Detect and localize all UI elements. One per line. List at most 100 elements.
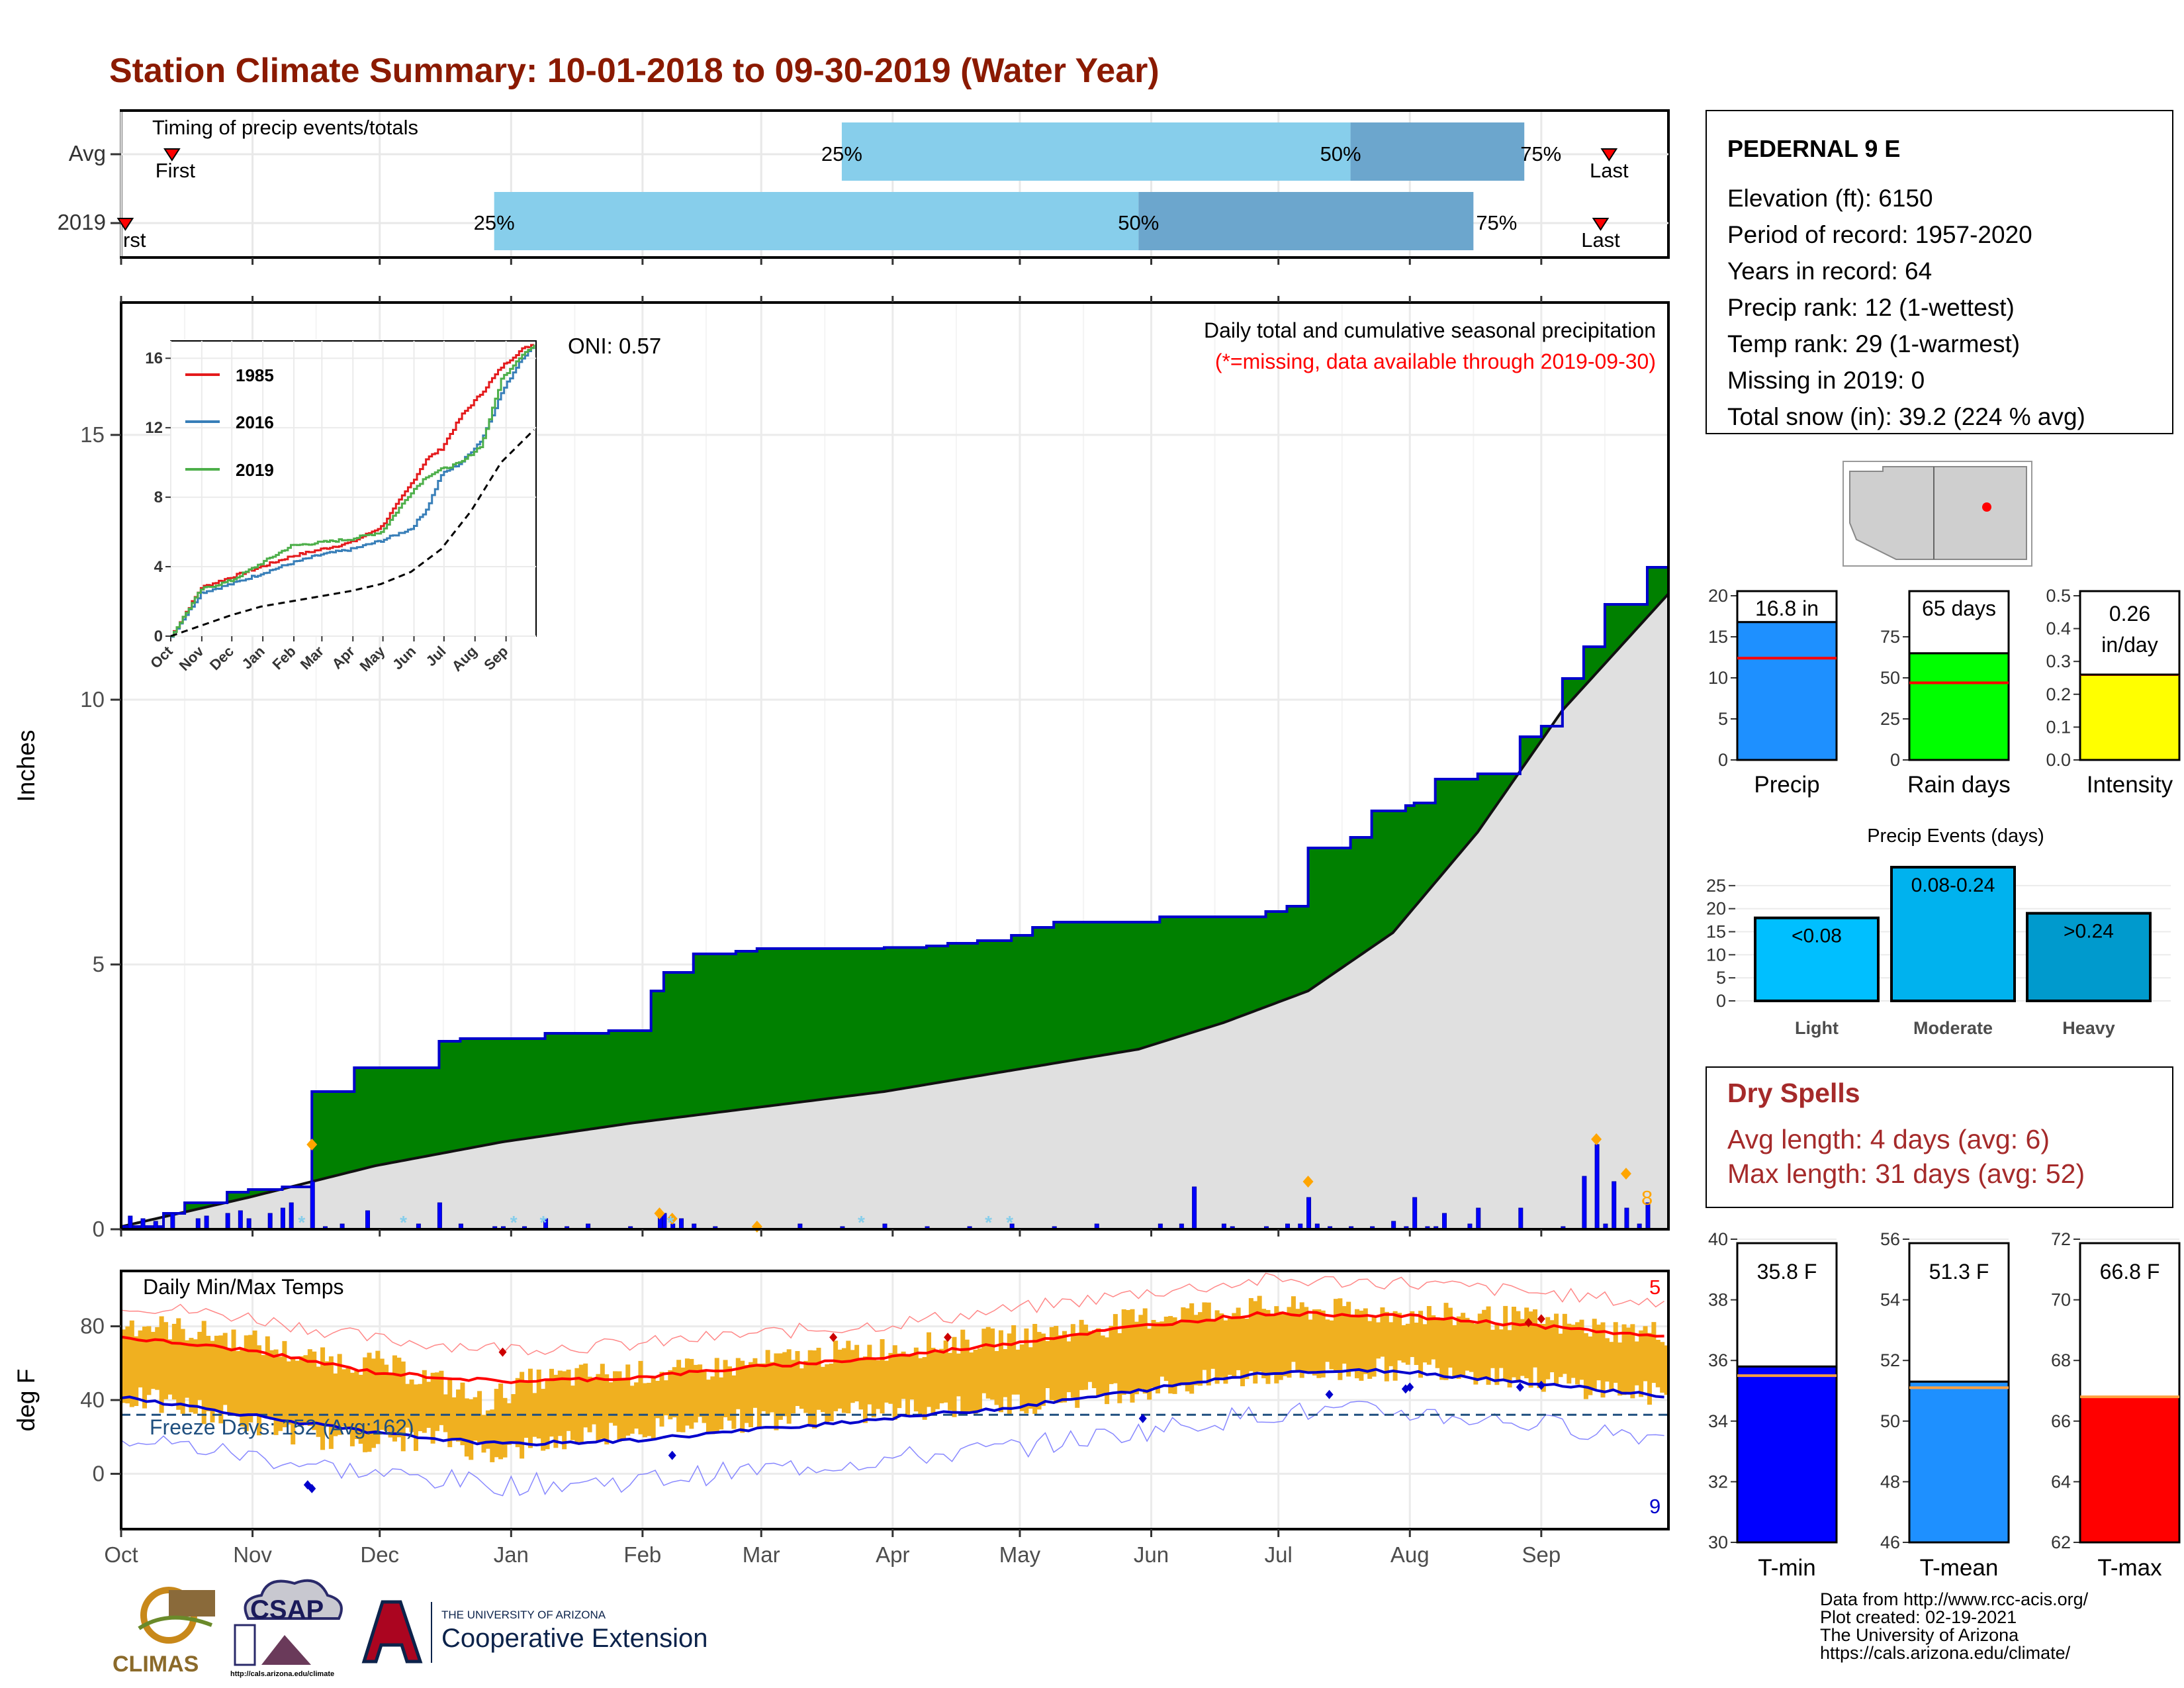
location-map bbox=[1843, 461, 2032, 567]
daily-temp-bar bbox=[629, 1385, 635, 1434]
summary-ytick-label: 0.4 bbox=[2046, 619, 2071, 639]
daily-temp-bar bbox=[1401, 1325, 1406, 1363]
daily-temp-bar bbox=[774, 1353, 779, 1430]
daily-temp-bar bbox=[846, 1340, 851, 1414]
daily-temp-bar bbox=[1613, 1322, 1618, 1383]
temp-ytick-label: 40 bbox=[80, 1387, 105, 1412]
daily-temp-bar bbox=[502, 1397, 508, 1458]
missing-note: (*=missing, data available through 2019-… bbox=[1215, 350, 1656, 373]
daily-temp-bar bbox=[816, 1348, 821, 1410]
daily-temp-bar bbox=[150, 1332, 156, 1389]
daily-temp-bar bbox=[892, 1345, 897, 1420]
tempbar-ytick-label: 66 bbox=[2051, 1411, 2071, 1431]
daily-temp-bar bbox=[163, 1322, 169, 1399]
daily-temp-bar bbox=[642, 1383, 647, 1438]
daily-temp-bar bbox=[341, 1369, 347, 1427]
daily-temp-bar bbox=[189, 1338, 194, 1413]
daily-temp-bar bbox=[210, 1340, 215, 1423]
daily-temp-bar bbox=[1121, 1309, 1126, 1395]
daily-temp-bar bbox=[841, 1348, 846, 1413]
daily-temp-bar bbox=[1558, 1333, 1563, 1378]
daily-temp-bar bbox=[1461, 1313, 1466, 1376]
summary-value-label: 16.8 in bbox=[1755, 596, 1819, 620]
daily-temp-bar bbox=[927, 1332, 932, 1407]
daily-temp-bar bbox=[333, 1373, 338, 1436]
summary-ytick-label: 50 bbox=[1880, 668, 1900, 688]
tempbar-value-label: 51.3 F bbox=[1929, 1260, 1989, 1284]
tempbar-ytick-label: 32 bbox=[1708, 1472, 1728, 1491]
daily-temp-bar bbox=[570, 1385, 575, 1440]
daily-temp-bar bbox=[710, 1376, 715, 1434]
daily-temp-bar bbox=[155, 1327, 160, 1390]
daily-temp-bar bbox=[684, 1358, 690, 1426]
daily-temp-bar bbox=[909, 1355, 915, 1400]
daily-temp-bar bbox=[405, 1383, 410, 1428]
daily-temp-bar bbox=[1643, 1326, 1648, 1382]
y2019-last-label: Last bbox=[1581, 228, 1620, 252]
daily-temp-bar bbox=[1320, 1310, 1326, 1378]
daily-temp-bar bbox=[1422, 1324, 1428, 1363]
tempbar-label: T-mean bbox=[1920, 1555, 1999, 1581]
precip-ytick-label: 10 bbox=[80, 687, 105, 712]
daily-temp-bar bbox=[171, 1323, 177, 1400]
daily-precip-bar bbox=[238, 1210, 243, 1230]
daily-temp-bar bbox=[837, 1349, 842, 1409]
daily-temp-bar bbox=[278, 1356, 283, 1431]
daily-temp-bar bbox=[1253, 1301, 1258, 1384]
daily-temp-bar bbox=[261, 1354, 266, 1415]
snow-diamond bbox=[1620, 1168, 1631, 1180]
record-low-marker bbox=[1537, 1380, 1545, 1390]
daily-temp-bar bbox=[367, 1352, 372, 1452]
daily-temp-bar bbox=[1554, 1313, 1559, 1385]
avg-tmin-line bbox=[120, 1368, 1664, 1446]
daily-temp-bar bbox=[1397, 1313, 1402, 1361]
daily-temp-bar bbox=[1142, 1308, 1148, 1394]
snow-asterisk: * bbox=[858, 1212, 865, 1233]
daily-precip-bar bbox=[310, 1181, 315, 1230]
daily-temp-bar bbox=[600, 1364, 605, 1439]
snow-asterisk: * bbox=[400, 1212, 407, 1233]
precip-events-chart: Precip Events (days) 0 5 10 15 20 25 <0.08 Ligh… bbox=[1706, 825, 2171, 1038]
daily-temp-bar bbox=[1329, 1320, 1334, 1370]
events-category-label: Light bbox=[1795, 1018, 1839, 1038]
daily-temp-bar bbox=[1384, 1311, 1389, 1382]
daily-temp-bar bbox=[833, 1340, 839, 1411]
summary-bar-1 bbox=[1908, 652, 2010, 761]
events-bar-heavy bbox=[2026, 912, 2152, 1002]
record-low-marker bbox=[1516, 1382, 1524, 1392]
daily-temp-bar bbox=[222, 1333, 228, 1405]
daily-temp-bar bbox=[1312, 1309, 1317, 1376]
daily-temp-bar bbox=[1049, 1327, 1054, 1401]
tempbar-ytick-label: 72 bbox=[2051, 1229, 2071, 1249]
daily-precip-bar bbox=[1192, 1186, 1197, 1230]
daily-temp-bar bbox=[765, 1350, 770, 1415]
daily-temp-bar bbox=[1570, 1325, 1576, 1378]
summary-ytick-label: 75 bbox=[1880, 627, 1900, 647]
summary-ytick-label: 0.1 bbox=[2046, 717, 2071, 737]
daily-temp-bar bbox=[269, 1350, 275, 1420]
daily-temp-bar bbox=[1533, 1309, 1538, 1368]
precip-ytick-label: 5 bbox=[93, 952, 105, 976]
daily-temp-bar bbox=[167, 1339, 173, 1395]
daily-temp-bar bbox=[1244, 1319, 1250, 1380]
inset-ytick-label: 12 bbox=[145, 419, 163, 437]
y2019-p50-label: 50% bbox=[1118, 211, 1159, 234]
y2019-p50-p75-bar bbox=[1138, 192, 1474, 250]
climas-logo: CLIMAS bbox=[113, 1587, 215, 1677]
y2019-p25-p50-bar bbox=[494, 192, 1139, 250]
daily-temp-bar bbox=[541, 1389, 546, 1451]
daily-temp-bar bbox=[655, 1380, 660, 1419]
precip-ytick-label: 0 bbox=[93, 1217, 105, 1241]
tempbar-ytick-label: 62 bbox=[2051, 1532, 2071, 1552]
daily-temp-bar bbox=[884, 1360, 889, 1403]
daily-temp-bar bbox=[1371, 1317, 1377, 1377]
month-label: Aug bbox=[1390, 1542, 1430, 1567]
daily-temp-bar bbox=[1592, 1319, 1597, 1391]
tempbar-ytick-label: 54 bbox=[1880, 1290, 1900, 1310]
daily-temp-bar bbox=[409, 1380, 414, 1432]
station-line-6: Missing in 2019: 0 bbox=[1727, 367, 1925, 394]
temperature-bars: 30 32 34 36 38 40 35.8 F T-min 46 48 50 52 54 56 51.3 … bbox=[1708, 1229, 2181, 1581]
avg-p25-p50-bar bbox=[841, 122, 1351, 181]
avg-p75-label: 75% bbox=[1520, 142, 1561, 165]
